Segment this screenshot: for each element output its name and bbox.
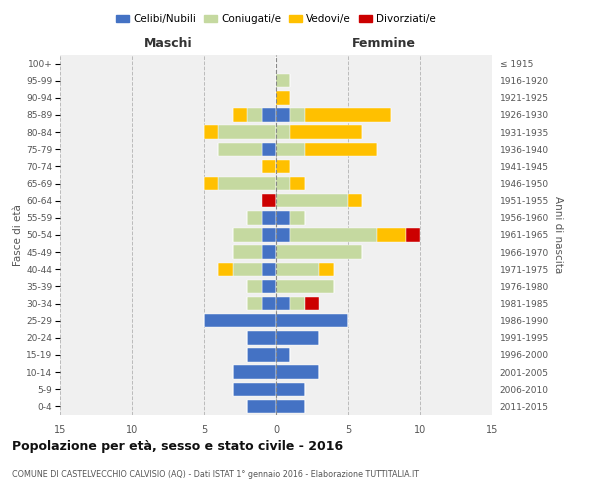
Bar: [262, 246, 276, 259]
Bar: [290, 108, 305, 122]
Bar: [276, 280, 334, 293]
Bar: [262, 228, 276, 241]
Bar: [290, 211, 305, 224]
Y-axis label: Fasce di età: Fasce di età: [13, 204, 23, 266]
Bar: [276, 160, 290, 173]
Bar: [276, 382, 305, 396]
Bar: [305, 108, 391, 122]
Bar: [262, 297, 276, 310]
Bar: [247, 400, 276, 413]
Bar: [218, 177, 276, 190]
Bar: [305, 297, 319, 310]
Bar: [305, 142, 377, 156]
Bar: [276, 194, 348, 207]
Bar: [262, 280, 276, 293]
Bar: [276, 262, 319, 276]
Legend: Celibi/Nubili, Coniugati/e, Vedovi/e, Divorziati/e: Celibi/Nubili, Coniugati/e, Vedovi/e, Di…: [112, 10, 440, 29]
Bar: [276, 246, 362, 259]
Bar: [233, 366, 276, 379]
Bar: [262, 160, 276, 173]
Bar: [276, 108, 290, 122]
Bar: [247, 108, 262, 122]
Bar: [276, 177, 290, 190]
Bar: [262, 211, 276, 224]
Bar: [247, 297, 262, 310]
Bar: [276, 366, 319, 379]
Bar: [276, 126, 290, 139]
Bar: [276, 400, 305, 413]
Bar: [276, 211, 290, 224]
Bar: [290, 228, 377, 241]
Bar: [319, 262, 334, 276]
Bar: [233, 262, 262, 276]
Bar: [218, 142, 262, 156]
Bar: [262, 142, 276, 156]
Bar: [377, 228, 406, 241]
Bar: [262, 262, 276, 276]
Bar: [204, 314, 276, 328]
Bar: [276, 314, 348, 328]
Text: Maschi: Maschi: [143, 37, 193, 50]
Bar: [348, 194, 362, 207]
Bar: [247, 280, 262, 293]
Bar: [204, 126, 218, 139]
Bar: [233, 246, 262, 259]
Bar: [218, 262, 233, 276]
Bar: [233, 228, 262, 241]
Bar: [218, 126, 276, 139]
Y-axis label: Anni di nascita: Anni di nascita: [553, 196, 563, 274]
Text: COMUNE DI CASTELVECCHIO CALVISIO (AQ) - Dati ISTAT 1° gennaio 2016 - Elaborazion: COMUNE DI CASTELVECCHIO CALVISIO (AQ) - …: [12, 470, 419, 479]
Bar: [276, 228, 290, 241]
Bar: [204, 177, 218, 190]
Bar: [276, 74, 290, 88]
Bar: [290, 297, 305, 310]
Text: Popolazione per età, sesso e stato civile - 2016: Popolazione per età, sesso e stato civil…: [12, 440, 343, 453]
Bar: [276, 331, 319, 344]
Bar: [276, 91, 290, 104]
Bar: [290, 126, 362, 139]
Bar: [276, 348, 290, 362]
Bar: [247, 331, 276, 344]
Bar: [262, 194, 276, 207]
Text: Femmine: Femmine: [352, 37, 416, 50]
Bar: [276, 297, 290, 310]
Bar: [276, 142, 305, 156]
Bar: [406, 228, 420, 241]
Bar: [247, 211, 262, 224]
Bar: [290, 177, 305, 190]
Bar: [262, 108, 276, 122]
Bar: [233, 382, 276, 396]
Bar: [247, 348, 276, 362]
Bar: [233, 108, 247, 122]
